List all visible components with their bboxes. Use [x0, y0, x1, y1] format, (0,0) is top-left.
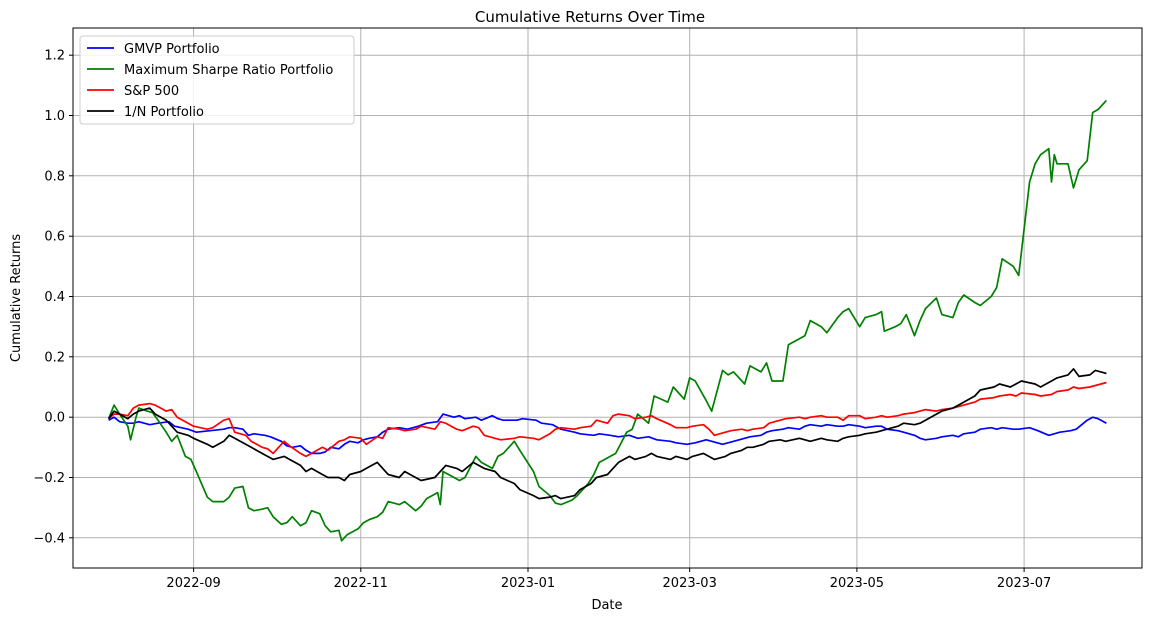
x-tick-label: 2023-01 — [501, 576, 555, 591]
x-tick-label: 2023-05 — [830, 576, 884, 591]
y-tick-label: −0.2 — [33, 471, 65, 486]
series-line-4 — [107, 368, 1107, 500]
y-axis: −0.4 −0.2 0.0 0.2 0.4 0.6 0.8 1.0 1.2 — [33, 49, 73, 546]
y-tick-label: 0.2 — [44, 350, 65, 365]
y-tick-label: 0.8 — [44, 169, 65, 184]
series-line-3 — [108, 381, 1107, 458]
series-line-1 — [108, 413, 1107, 455]
y-tick-label: 0.0 — [44, 411, 65, 426]
legend-label: GMVP Portfolio — [124, 42, 220, 57]
y-tick-label: 1.2 — [44, 49, 65, 64]
series-line-2 — [107, 99, 1108, 542]
legend: GMVP Portfolio Maximum Sharpe Ratio Portf… — [79, 35, 355, 125]
legend-box — [79, 35, 355, 125]
legend-label: S&P 500 — [124, 84, 179, 99]
x-tick-label: 2022-11 — [334, 576, 388, 591]
y-tick-label: −0.4 — [33, 531, 65, 546]
series-lines — [107, 99, 1108, 542]
x-tick-label: 2023-03 — [663, 576, 717, 591]
chart-title: Cumulative Returns Over Time — [475, 8, 705, 26]
y-axis-label: Cumulative Returns — [9, 234, 24, 362]
legend-label: 1/N Portfolio — [124, 105, 204, 120]
legend-label: Maximum Sharpe Ratio Portfolio — [124, 63, 333, 78]
y-tick-label: 1.0 — [44, 109, 65, 124]
plot-area-frame — [72, 27, 1143, 569]
x-axis-label: Date — [591, 598, 622, 613]
x-tick-label: 2022-09 — [166, 576, 220, 591]
x-tick-label: 2023-07 — [997, 576, 1051, 591]
x-axis: 2022-09 2022-11 2023-01 2023-03 2023-05 2023-… — [166, 568, 1051, 591]
y-tick-label: 0.6 — [44, 230, 65, 245]
grid — [73, 28, 1142, 568]
y-tick-label: 0.4 — [44, 290, 65, 305]
